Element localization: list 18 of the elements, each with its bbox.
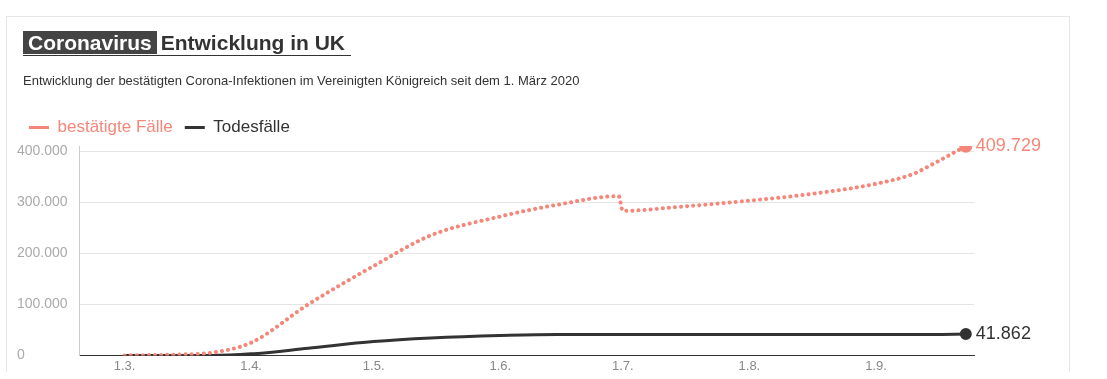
x-tick-label: 1.3. [113,357,136,373]
y-tick-label: 0 [17,346,25,363]
y-tick-label: 100.000 [17,295,68,312]
y-tick-label: 400.000 [17,141,68,158]
data-label: 409.729 [975,135,1041,156]
x-tick-label: 1.7. [611,357,634,373]
chart-subtitle: Entwicklung der bestätigten Corona-Infektionen im Vereinigten Königreich seit dem 1. März 2020 [23,73,580,88]
legend-label: bestätigte Fälle [57,117,173,137]
x-tick-label: 1.8. [738,357,761,373]
chart-title: Coronavirus Entwicklung in UK [23,31,352,56]
y-tick-label: 300.000 [17,193,68,210]
x-tick-label: 1.5. [362,357,385,373]
y-tick-label: 200.000 [17,244,68,261]
x-tick-label: 1.6. [489,357,512,373]
x-tick-label: 1.9. [865,357,887,373]
data-label: 41.862 [975,322,1031,343]
x-tick-label: 1.4. [240,357,262,373]
legend-label: Todesfälle [213,117,290,137]
